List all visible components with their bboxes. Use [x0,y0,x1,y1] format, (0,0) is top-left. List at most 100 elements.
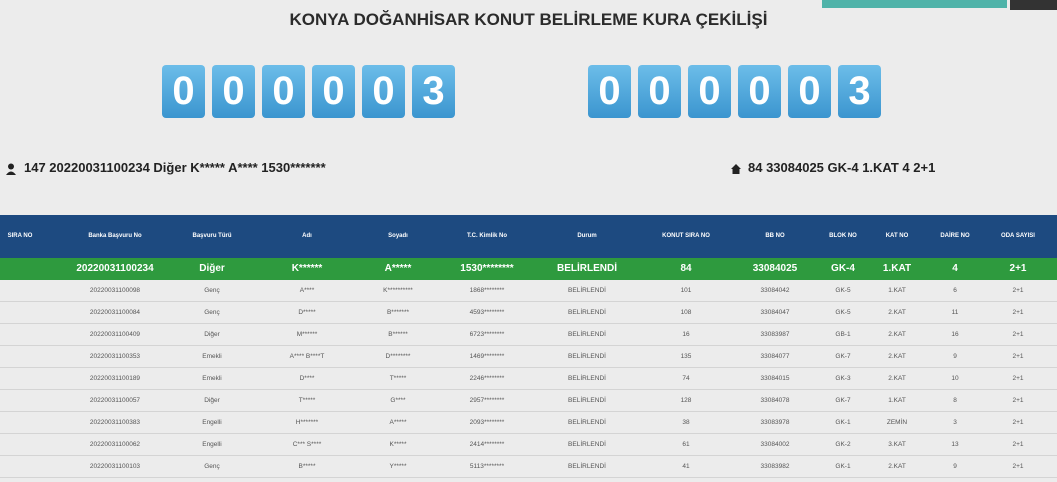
counter-digit: 0 [638,65,681,118]
table-cell: H******* [295,419,319,426]
row-divider [0,455,1057,456]
table-cell: B***** [298,463,316,470]
table-cell: 2.KAT [888,375,906,382]
title: KONYA DOĞANHİSAR KONUT BELİRLEME KURA ÇE… [289,10,768,29]
table-header [0,215,1057,258]
table-cell: 2414******** [469,441,505,448]
table-cell: M****** [296,331,318,338]
table-cell: Y***** [389,463,407,470]
table-cell: BELİRLENDİ [568,463,606,470]
table-cell: 4593******** [469,309,505,316]
corner-box [1010,0,1057,10]
table-cell: T***** [298,397,316,404]
table-cell: 2+1 [1012,419,1024,426]
column-header: Soyadı [388,233,408,239]
table-cell: A**** B****T [289,353,325,360]
counter-digit: 0 [738,65,781,118]
table-cell: 33084002 [760,441,790,448]
table-cell: G**** [390,397,406,404]
column-header: BB NO [765,233,785,239]
table-cell: A***** [389,419,407,426]
counter-digit: 0 [688,65,731,118]
table-cell: 108 [680,309,692,316]
table-cell: A**** [299,287,315,294]
table-cell: 2093******** [469,419,505,426]
table-cell: 13 [951,441,959,448]
table-cell: Engelli [202,419,222,426]
column-header: BLOK NO [829,233,857,239]
column-header: DAİRE NO [940,233,970,239]
table-cell: 61 [682,441,690,448]
table-cell: GB-1 [835,331,851,338]
row-divider [0,345,1057,346]
table-cell: 20220031100098 [89,287,141,294]
table-cell: 11 [951,309,959,316]
table-cell: Genç [204,463,220,470]
table-cell: GK-1 [835,463,851,470]
table-cell: 2+1 [1012,353,1024,360]
table-cell: B******* [386,309,410,316]
table-cell: B****** [388,331,408,338]
counter-digit: 0 [262,65,305,118]
table-cell: 2+1 [1012,287,1024,294]
table-cell: 74 [682,375,690,382]
column-header: Adı [302,233,312,239]
table-cell: GK-7 [835,353,851,360]
counter-digit: 0 [788,65,831,118]
counter-digit: 0 [162,65,205,118]
table-cell: 9 [953,353,957,360]
row-divider [0,433,1057,434]
table-cell: 20220031100103 [89,463,141,470]
table-cell: 20220031100062 [89,441,141,448]
table-cell: 2.KAT [888,331,906,338]
table-cell: 1469******** [469,353,505,360]
table-cell: 41 [682,463,690,470]
table-cell: 6723******** [469,331,505,338]
table-cell: GK-1 [835,419,851,426]
row-divider [0,411,1057,412]
table-cell: BELİRLENDİ [568,441,606,448]
table-cell: 1868******** [469,287,505,294]
table-cell: 1.KAT [888,287,906,294]
table-cell: 4 [952,263,958,274]
table-cell: BELİRLENDİ [568,287,606,294]
table-cell: GK-7 [835,397,851,404]
table-cell: 20220031100353 [89,353,141,360]
table-cell: 10 [951,375,959,382]
table-cell: 84 [680,263,692,274]
table-cell: 6 [953,287,957,294]
table-cell: 2+1 [1012,463,1024,470]
info-left: 147 20220031100234 Diğer K***** A**** 15… [24,160,326,175]
table-cell: 33084025 [752,263,798,274]
table-cell: GK-4 [831,263,855,274]
column-header: Başvuru Türü [192,233,232,239]
table-cell: 16 [951,331,959,338]
table-cell: ZEMİN [886,419,908,426]
table-cell: 2+1 [1012,375,1024,382]
counter-digit: 0 [588,65,631,118]
table-cell: 33083987 [760,331,790,338]
table-cell: D**** [299,375,315,382]
table-cell: 38 [682,419,690,426]
table-cell: 128 [680,397,692,404]
table-cell: BELİRLENDİ [568,375,606,382]
table-cell: 20220031100084 [89,309,141,316]
table-cell: K***** [389,441,407,448]
table-cell: 5113******** [469,463,505,470]
table-cell: GK-3 [835,375,851,382]
table-cell: 1.KAT [882,263,912,274]
table-cell: BELİRLENDİ [568,419,606,426]
table-cell: 33084078 [760,397,790,404]
table-cell: Genç [204,309,220,316]
table-cell: 33083982 [760,463,790,470]
table-cell: D******** [385,353,411,360]
table-cell: 2246******** [469,375,505,382]
table-cell: BELİRLENDİ [568,353,606,360]
table-cell: 2957******** [469,397,505,404]
column-header: KONUT SIRA NO [662,233,710,239]
table-cell: BELİRLENDİ [557,263,617,274]
column-header: T.C. Kimlik No [466,233,507,239]
table-cell: 101 [680,287,692,294]
row-divider [0,301,1057,302]
